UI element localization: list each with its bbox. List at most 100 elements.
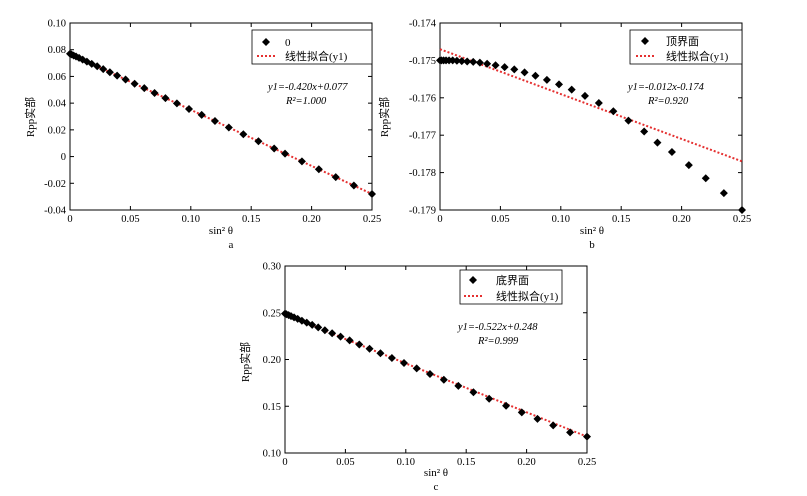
axis-ticks: 0 0.05 0.10 0.15 0.20 0.25 -0.174 -0.175 -0.176 -… (409, 19, 751, 226)
y-tick-label: 0.10 (48, 19, 66, 30)
data-point (609, 107, 618, 116)
panel-label: c (434, 481, 439, 493)
data-point (738, 206, 746, 214)
y-tick-label: 0.04 (48, 99, 67, 110)
x-tick-label: 0.05 (121, 214, 139, 225)
data-point (439, 375, 448, 384)
y-tick-label: -0.176 (409, 93, 436, 104)
r-squared: R²=0.999 (477, 336, 519, 347)
x-tick-label: 0.10 (552, 214, 570, 225)
data-point (270, 144, 279, 153)
data-point (184, 105, 193, 114)
y-tick-label: 0.08 (48, 45, 66, 56)
data-point (500, 63, 509, 72)
data-point (161, 94, 170, 103)
chart-panel-b: 0 0.05 0.10 0.15 0.20 0.25 -0.174 -0.175 -0.176 -… (377, 19, 751, 252)
panel-label: a (229, 239, 234, 251)
y-tick-label: -0.175 (409, 56, 436, 67)
data-point (197, 110, 206, 119)
data-point (454, 381, 463, 390)
fit-line-path (439, 48, 743, 163)
y-tick-label: -0.174 (409, 19, 437, 30)
data-point (254, 137, 263, 146)
legend-box (629, 29, 743, 65)
data-point (150, 88, 159, 97)
legend: 顶界面 线性拟合(y1) (629, 29, 743, 65)
data-point (463, 57, 472, 66)
x-tick-label: 0.15 (242, 214, 260, 225)
x-tick-label: 0.15 (612, 214, 630, 225)
y-tick-label: 0.25 (263, 308, 281, 319)
legend-box (251, 29, 373, 65)
x-tick-label: 0.20 (517, 457, 535, 468)
plot-frame (439, 22, 743, 211)
axis-ticks: 0 0.05 0.10 0.15 0.20 0.25 0.30 0.25 0.20 0.15 0.1… (263, 262, 597, 469)
data-markers (436, 56, 746, 214)
data-point (580, 91, 589, 100)
data-point (376, 349, 385, 358)
fit-equation: y1=-0.012x-0.174 (627, 82, 705, 93)
data-point (210, 117, 219, 126)
data-point (719, 189, 728, 198)
x-axis-label: sin² θ (424, 467, 448, 479)
legend-box (459, 269, 563, 305)
fit-equation: y1=-0.420x+0.077 (267, 82, 348, 93)
data-point (469, 388, 478, 397)
data-point (583, 432, 591, 441)
data-point (349, 181, 358, 190)
legend-fit-label: 线性拟合(y1) (666, 49, 729, 63)
data-point (314, 323, 323, 332)
data-point (483, 59, 492, 68)
y-tick-label: 0.30 (263, 262, 281, 273)
y-tick-label: -0.178 (409, 168, 436, 179)
y-tick-label: 0.20 (263, 355, 281, 366)
panel-label: b (589, 239, 595, 251)
fit-line (69, 52, 373, 195)
data-point (520, 68, 529, 77)
data-point (328, 329, 337, 338)
data-point (531, 71, 540, 80)
legend-marker-diamond (262, 38, 270, 46)
data-point (355, 340, 364, 349)
data-point (297, 157, 306, 166)
x-axis-label: sin² θ (209, 225, 233, 237)
data-point (491, 61, 500, 70)
legend-fit-label: 线性拟合(y1) (496, 289, 559, 303)
axis-ticks: 0 0.05 0.10 0.15 0.20 0.25 0.10 0.08 0.06 0.04 0.0… (44, 19, 381, 226)
data-point (510, 65, 519, 74)
data-markers (281, 309, 591, 441)
x-tick-label: 0.20 (672, 214, 690, 225)
data-point (517, 408, 526, 417)
y-axis-label: Rpp实部 (238, 342, 252, 382)
y-tick-label: 0.06 (48, 72, 66, 83)
x-tick-label: 0.15 (457, 457, 475, 468)
x-tick-label: 0 (67, 214, 72, 225)
data-point (502, 401, 511, 410)
data-point (667, 148, 676, 157)
data-point (239, 130, 248, 139)
chart-panel-c: 0 0.05 0.10 0.15 0.20 0.25 0.30 0.25 0.20 0.15 0.1… (238, 262, 596, 494)
data-point (281, 149, 290, 158)
data-point (469, 57, 478, 66)
r-squared: R²=0.920 (647, 96, 689, 107)
fit-equation: y1=-0.522x+0.248 (457, 322, 538, 333)
y-tick-label: 0.15 (263, 402, 281, 413)
data-point (412, 364, 421, 373)
x-tick-label: 0.05 (336, 457, 354, 468)
data-point (399, 359, 408, 368)
x-tick-label: 0 (282, 457, 287, 468)
data-point (93, 62, 102, 71)
data-point (594, 99, 603, 108)
data-point (567, 85, 576, 94)
data-point (99, 65, 108, 74)
fit-line (439, 48, 743, 163)
x-tick-label: 0.25 (363, 214, 381, 225)
data-point (387, 354, 396, 363)
x-tick-label: 0.25 (578, 457, 596, 468)
data-point (624, 116, 633, 125)
data-point (549, 421, 558, 430)
data-point (365, 344, 374, 353)
legend-fit-label: 线性拟合(y1) (285, 49, 348, 63)
data-point (130, 79, 139, 88)
